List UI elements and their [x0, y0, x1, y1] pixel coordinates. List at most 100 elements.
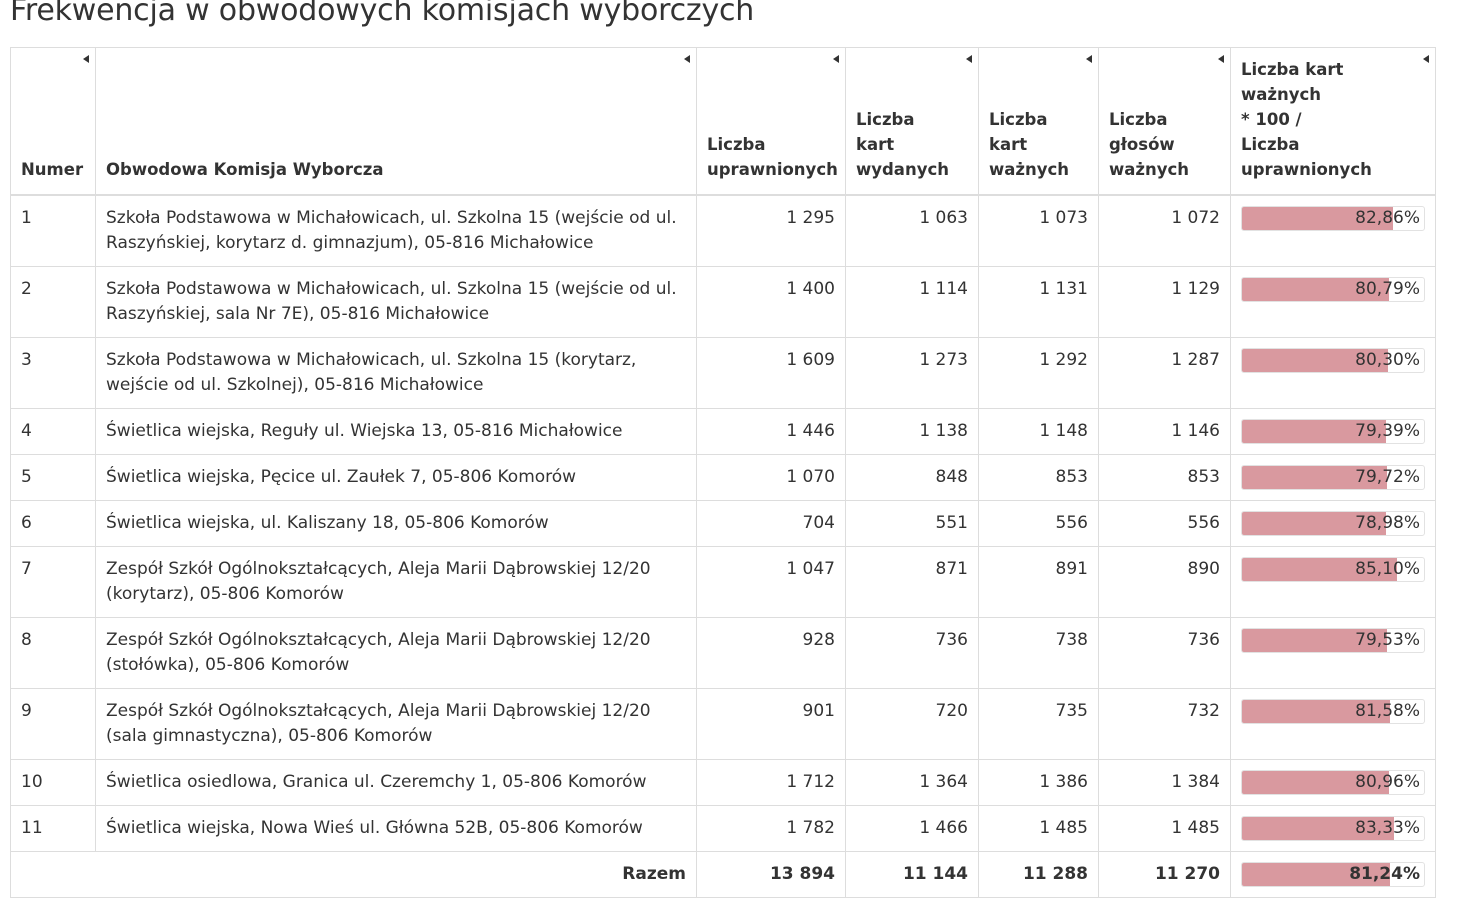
cell-frekwencja: 79,53% [1230, 617, 1436, 689]
column-header-wydanych[interactable]: Liczba kart wydanych [845, 47, 979, 196]
cell-glosow: 1 129 [1098, 266, 1231, 338]
turnout-value: 85,10% [1355, 559, 1420, 579]
cell-komisja: Szkoła Podstawowa w Michałowicach, ul. S… [95, 337, 697, 409]
cell-glosow: 1 072 [1098, 194, 1231, 267]
cell-waznych: 556 [978, 500, 1099, 547]
turnout-bar: 85,10% [1241, 557, 1425, 582]
cell-numer: 11 [10, 805, 96, 852]
turnout-value: 82,86% [1355, 208, 1420, 228]
turnout-bar: 79,53% [1241, 628, 1425, 653]
sort-arrow-icon[interactable] [966, 55, 972, 63]
cell-glosow: 890 [1098, 546, 1231, 618]
header-label-line: uprawnionych [707, 160, 838, 179]
cell-waznych: 891 [978, 546, 1099, 618]
header-label-line: Liczba [989, 110, 1048, 129]
turnout-bar: 79,39% [1241, 419, 1425, 444]
cell-uprawnionych: 1 295 [696, 194, 846, 267]
table-row: 3 Szkoła Podstawowa w Michałowicach, ul. … [10, 337, 1436, 409]
total-uprawnionych: 13 894 [696, 851, 846, 898]
sort-arrow-icon[interactable] [1423, 55, 1429, 63]
turnout-bar-fill [1242, 558, 1397, 581]
turnout-bar-fill [1242, 207, 1393, 230]
turnout-bar: 83,33% [1241, 816, 1425, 841]
cell-uprawnionych: 1 400 [696, 266, 846, 338]
header-row: Numer Obwodowa Komisja Wyborcza Liczba u… [10, 47, 1436, 196]
table-row: 5 Świetlica wiejska, Pęcice ul. Zaułek 7,… [10, 454, 1436, 501]
column-header-frekwencja[interactable]: Liczba kart ważnych * 100 / Liczba upraw… [1230, 47, 1436, 196]
turnout-bar: 81,58% [1241, 699, 1425, 724]
cell-numer: 6 [10, 500, 96, 547]
sort-arrow-icon[interactable] [1218, 55, 1224, 63]
cell-frekwencja: 85,10% [1230, 546, 1436, 618]
cell-waznych: 1 292 [978, 337, 1099, 409]
table-row: 6 Świetlica wiejska, ul. Kaliszany 18, 05… [10, 500, 1436, 547]
turnout-value: 79,53% [1355, 630, 1420, 650]
turnout-bar: 78,98% [1241, 511, 1425, 536]
turnout-bar: 79,72% [1241, 465, 1425, 490]
header-label-line: głosów [1109, 135, 1175, 154]
cell-wydanych: 1 138 [845, 408, 979, 455]
header-label: Obwodowa Komisja Wyborcza [106, 160, 384, 179]
cell-waznych: 1 485 [978, 805, 1099, 852]
total-waznych: 11 288 [978, 851, 1099, 898]
cell-wydanych: 720 [845, 688, 979, 760]
turnout-value: 81,24% [1349, 864, 1420, 884]
table-row: 10 Świetlica osiedlowa, Granica ul. Czere… [10, 759, 1436, 806]
cell-frekwencja: 79,72% [1230, 454, 1436, 501]
header-label-line: uprawnionych [1241, 160, 1372, 179]
cell-wydanych: 871 [845, 546, 979, 618]
column-header-uprawnionych[interactable]: Liczba uprawnionych [696, 47, 846, 196]
column-header-numer[interactable]: Numer [10, 47, 96, 196]
turnout-bar-fill [1242, 420, 1387, 443]
cell-komisja: Świetlica wiejska, Nowa Wieś ul. Główna … [95, 805, 697, 852]
header-label-line: kart [989, 135, 1028, 154]
table-row: 9 Zespół Szkół Ogólnokształcących, Aleja … [10, 688, 1436, 760]
total-label: Razem [10, 851, 697, 898]
sort-arrow-icon[interactable] [833, 55, 839, 63]
turnout-bar-fill [1242, 512, 1386, 535]
cell-numer: 1 [10, 194, 96, 267]
cell-frekwencja: 81,58% [1230, 688, 1436, 760]
cell-frekwencja: 78,98% [1230, 500, 1436, 547]
cell-uprawnionych: 704 [696, 500, 846, 547]
turnout-value: 80,30% [1355, 350, 1420, 370]
cell-glosow: 1 146 [1098, 408, 1231, 455]
turnout-bar-fill [1242, 466, 1388, 489]
table-row: 2 Szkoła Podstawowa w Michałowicach, ul. … [10, 266, 1436, 338]
cell-komisja: Szkoła Podstawowa w Michałowicach, ul. S… [95, 194, 697, 267]
cell-komisja: Zespół Szkół Ogólnokształcących, Aleja M… [95, 546, 697, 618]
cell-numer: 4 [10, 408, 96, 455]
sort-arrow-icon[interactable] [684, 55, 690, 63]
table-row: 7 Zespół Szkół Ogólnokształcących, Aleja … [10, 546, 1436, 618]
cell-wydanych: 1 063 [845, 194, 979, 267]
header-label-line: kart [856, 135, 895, 154]
cell-numer: 7 [10, 546, 96, 618]
turnout-bar: 80,96% [1241, 770, 1425, 795]
column-header-glosow[interactable]: Liczba głosów ważnych [1098, 47, 1231, 196]
column-header-waznych[interactable]: Liczba kart ważnych [978, 47, 1099, 196]
header-label-line: Liczba [856, 110, 915, 129]
total-glosow: 11 270 [1098, 851, 1231, 898]
cell-waznych: 735 [978, 688, 1099, 760]
cell-uprawnionych: 901 [696, 688, 846, 760]
cell-wydanych: 736 [845, 617, 979, 689]
cell-uprawnionych: 1 047 [696, 546, 846, 618]
table-row: 11 Świetlica wiejska, Nowa Wieś ul. Główn… [10, 805, 1436, 852]
turnout-bar-fill [1242, 817, 1394, 840]
cell-uprawnionych: 928 [696, 617, 846, 689]
cell-uprawnionych: 1 712 [696, 759, 846, 806]
header-label-line: ważnych [989, 160, 1070, 179]
sort-arrow-icon[interactable] [83, 55, 89, 63]
column-header-komisja[interactable]: Obwodowa Komisja Wyborcza [95, 47, 697, 196]
cell-uprawnionych: 1 609 [696, 337, 846, 409]
turnout-bar-fill [1242, 349, 1389, 372]
sort-arrow-icon[interactable] [1086, 55, 1092, 63]
cell-waznych: 1 386 [978, 759, 1099, 806]
cell-frekwencja: 79,39% [1230, 408, 1436, 455]
cell-komisja: Szkoła Podstawowa w Michałowicach, ul. S… [95, 266, 697, 338]
cell-wydanych: 1 114 [845, 266, 979, 338]
turnout-value: 81,58% [1355, 701, 1420, 721]
cell-glosow: 732 [1098, 688, 1231, 760]
cell-wydanych: 1 466 [845, 805, 979, 852]
cell-frekwencja: 80,30% [1230, 337, 1436, 409]
